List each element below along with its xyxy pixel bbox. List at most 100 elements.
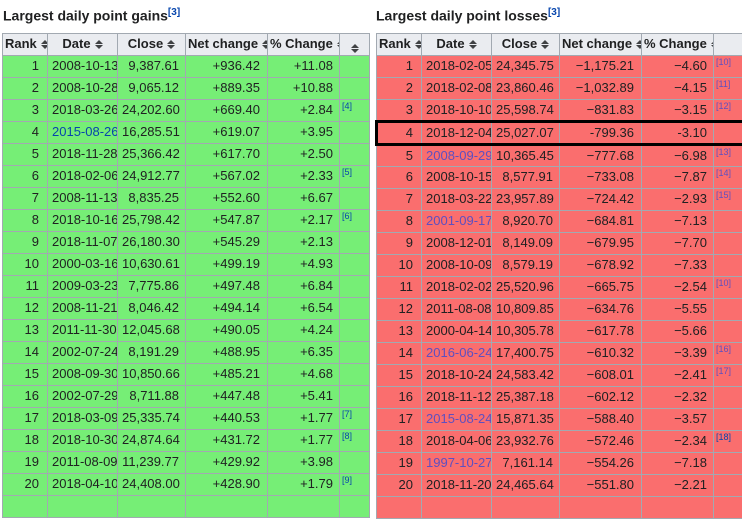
close-cell: 10,850.66 bbox=[118, 363, 186, 385]
rank-cell: 10 bbox=[3, 253, 48, 275]
rank-cell: 11 bbox=[377, 276, 422, 298]
footnote-ref-link[interactable]: [11] bbox=[716, 79, 730, 89]
ref-cell bbox=[714, 320, 742, 342]
col-header-rank[interactable]: Rank bbox=[377, 33, 422, 55]
footnote-ref-link[interactable]: [16] bbox=[716, 344, 731, 354]
date-cell: 1997-10-27 bbox=[422, 452, 492, 474]
footnote-ref-link[interactable]: [5] bbox=[342, 167, 352, 177]
net-change-cell: +936.42 bbox=[186, 55, 268, 77]
close-cell: 10,809.85 bbox=[492, 298, 560, 320]
date-cell: 2018-10-16 bbox=[48, 209, 118, 231]
date-link[interactable]: 2001-09-17 bbox=[426, 213, 492, 228]
rank-cell: 18 bbox=[377, 430, 422, 452]
sort-down-arrow bbox=[636, 45, 641, 49]
sort-up-arrow bbox=[415, 40, 422, 44]
pct-change-cell: +11.08 bbox=[268, 55, 340, 77]
col-header-label: Date bbox=[436, 36, 464, 52]
net-change-cell: +440.53 bbox=[186, 407, 268, 429]
date-link[interactable]: 2015-08-26 bbox=[52, 124, 118, 139]
partial-cell bbox=[560, 496, 642, 518]
footnote-ref-link[interactable]: [17] bbox=[716, 366, 731, 376]
partial-cell bbox=[714, 496, 742, 518]
date-cell: 2018-02-02 bbox=[422, 276, 492, 298]
col-header-net-change[interactable]: Net change bbox=[560, 33, 642, 55]
footnote-ref-link[interactable]: [10] bbox=[716, 278, 731, 288]
pct-change-cell: +6.84 bbox=[268, 275, 340, 297]
date-link[interactable]: 1997-10-27 bbox=[426, 455, 492, 470]
sort-icon bbox=[415, 40, 422, 49]
close-cell: 8,149.09 bbox=[492, 232, 560, 254]
ref-cell: [15] bbox=[714, 188, 742, 210]
col-header-inner: Close bbox=[128, 36, 175, 52]
net-change-cell: −588.40 bbox=[560, 408, 642, 430]
footnote-ref-link[interactable]: [14] bbox=[716, 168, 731, 178]
pct-change-cell: +4.68 bbox=[268, 363, 340, 385]
losses-title: Largest daily point losses[3] bbox=[376, 4, 742, 25]
pct-change-cell: −7.70 bbox=[642, 232, 714, 254]
rank-cell: 14 bbox=[3, 341, 48, 363]
footnote-ref-link[interactable]: [18] bbox=[716, 432, 731, 442]
close-cell: 7,161.14 bbox=[492, 452, 560, 474]
losses-title-ref-link[interactable]: [3] bbox=[548, 7, 560, 18]
date-cell: 2018-04-10 bbox=[48, 473, 118, 495]
col-header-net-change[interactable]: Net change bbox=[186, 33, 268, 55]
footnote-ref-link[interactable]: [7] bbox=[342, 409, 352, 419]
ref-cell bbox=[340, 253, 370, 275]
footnote-ref-link[interactable]: [13] bbox=[716, 147, 731, 157]
date-cell: 2011-08-09 bbox=[48, 451, 118, 473]
col-header-change[interactable]: % Change bbox=[268, 33, 340, 55]
close-cell: 25,387.18 bbox=[492, 386, 560, 408]
pct-change-cell: −7.33 bbox=[642, 254, 714, 276]
ref-cell bbox=[340, 341, 370, 363]
col-header-date[interactable]: Date bbox=[48, 33, 118, 55]
footnote-ref-link[interactable]: [10] bbox=[716, 57, 731, 67]
ref-cell bbox=[714, 210, 742, 232]
footnote-ref-link[interactable]: [6] bbox=[342, 211, 352, 221]
close-cell: 11,239.77 bbox=[118, 451, 186, 473]
footnote-ref-link[interactable]: [12] bbox=[716, 101, 731, 111]
col-header-label: Net change bbox=[188, 36, 258, 52]
col-header-ref[interactable] bbox=[340, 33, 370, 55]
net-change-cell: −724.42 bbox=[560, 188, 642, 210]
col-header-rank[interactable]: Rank bbox=[3, 33, 48, 55]
col-header-close[interactable]: Close bbox=[118, 33, 186, 55]
pct-change-cell: −3.15 bbox=[642, 99, 714, 121]
date-cell: 2011-08-08 bbox=[422, 298, 492, 320]
sort-up-arrow bbox=[41, 40, 48, 44]
col-header-close[interactable]: Close bbox=[492, 33, 560, 55]
date-link[interactable]: 2015-08-24 bbox=[426, 411, 492, 426]
ref-cell: [17] bbox=[714, 364, 742, 386]
col-header-date[interactable]: Date bbox=[422, 33, 492, 55]
net-change-cell: −1,032.89 bbox=[560, 77, 642, 99]
rank-cell: 6 bbox=[377, 166, 422, 188]
pct-change-cell: +6.35 bbox=[268, 341, 340, 363]
net-change-cell: −608.01 bbox=[560, 364, 642, 386]
pct-change-cell: −4.60 bbox=[642, 55, 714, 77]
gains-title-ref-link[interactable]: [3] bbox=[168, 7, 180, 18]
net-change-cell: −634.76 bbox=[560, 298, 642, 320]
rank-cell: 1 bbox=[377, 55, 422, 77]
pct-change-cell: −3.39 bbox=[642, 342, 714, 364]
sort-icon bbox=[541, 40, 549, 49]
sort-icon bbox=[41, 40, 48, 49]
footnote-ref-link[interactable]: [9] bbox=[342, 475, 352, 485]
footnote-ref-link[interactable]: [4] bbox=[342, 101, 352, 111]
col-header-change[interactable]: % Change bbox=[642, 33, 714, 55]
ref-cell bbox=[340, 451, 370, 473]
footnote-ref-link[interactable]: [8] bbox=[342, 431, 352, 441]
date-link[interactable]: 2008-09-29 bbox=[426, 148, 492, 163]
net-change-cell: −777.68 bbox=[560, 144, 642, 166]
ref-cell: [8] bbox=[340, 429, 370, 451]
date-link[interactable]: 2016-06-24 bbox=[426, 345, 492, 360]
footnote-ref-link[interactable]: [15] bbox=[716, 190, 731, 200]
date-cell: 2011-11-30 bbox=[48, 319, 118, 341]
col-header-label: Rank bbox=[5, 36, 37, 52]
pct-change-cell: -3.10 bbox=[642, 121, 714, 144]
